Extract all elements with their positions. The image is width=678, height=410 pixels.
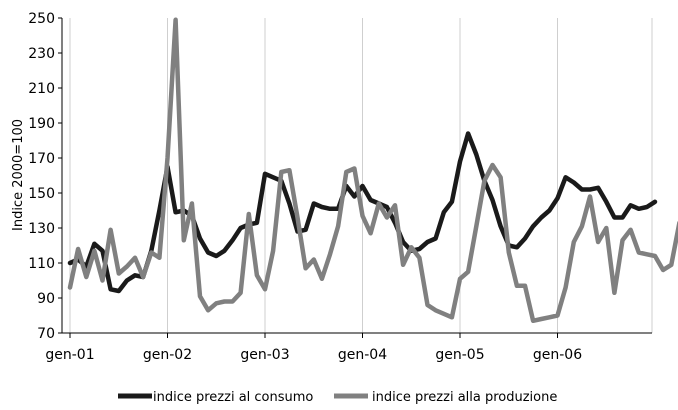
x-tick-label: gen-03 bbox=[240, 347, 289, 363]
y-tick-label: 210 bbox=[28, 81, 55, 97]
series-line-produzione bbox=[67, 17, 678, 324]
x-tick-label: gen-06 bbox=[533, 347, 582, 363]
y-tick-label: 70 bbox=[37, 326, 55, 342]
y-tick-label: 190 bbox=[28, 116, 55, 132]
x-tick-label: gen-05 bbox=[435, 347, 484, 363]
y-tick-label: 90 bbox=[37, 291, 55, 307]
legend: indice prezzi al consumo indice prezzi al… bbox=[118, 390, 557, 405]
axes bbox=[58, 17, 652, 338]
legend-label: indice prezzi alla produzione bbox=[372, 390, 557, 405]
x-tick-label: gen-04 bbox=[338, 347, 387, 363]
legend-item: indice prezzi al consumo bbox=[118, 390, 313, 405]
legend-item: indice prezzi alla produzione bbox=[334, 390, 557, 405]
y-tick-label: 110 bbox=[28, 256, 55, 272]
y-tick-label: 170 bbox=[28, 151, 55, 167]
x-tick-label: gen-01 bbox=[45, 347, 94, 363]
y-tick-label: 230 bbox=[28, 46, 55, 62]
y-tick-labels: 70 90 110 130 150 170 190 210 230 250 bbox=[28, 11, 55, 342]
x-tick-label: gen-02 bbox=[143, 347, 192, 363]
y-tick-label: 150 bbox=[28, 186, 55, 202]
y-tick-label: 130 bbox=[28, 221, 55, 237]
legend-label: indice prezzi al consumo bbox=[153, 390, 313, 405]
x-tick-labels: gen-01 gen-02 gen-03 gen-04 gen-05 gen-06 bbox=[45, 347, 582, 363]
series-lines bbox=[67, 17, 678, 324]
y-axis-label: Indice 2000=100 bbox=[11, 119, 26, 231]
y-tick-label: 250 bbox=[28, 11, 55, 27]
